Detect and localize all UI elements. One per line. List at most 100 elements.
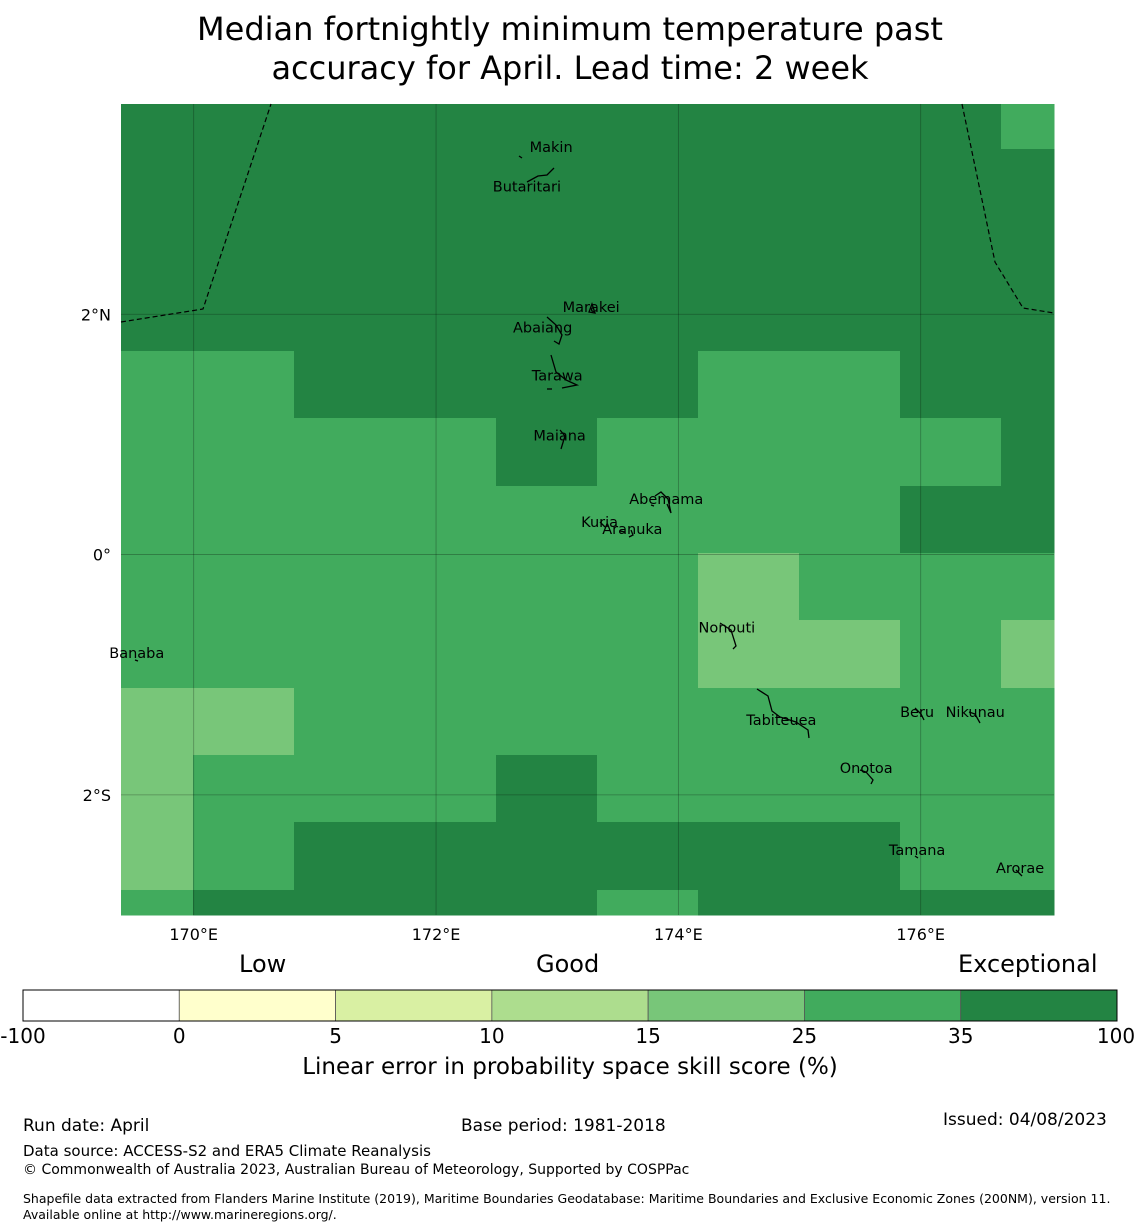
grid-cell <box>121 216 194 284</box>
grid-cell <box>799 486 901 554</box>
grid-cell <box>496 418 598 487</box>
grid-cell <box>496 553 598 621</box>
grid-cell <box>597 755 699 823</box>
grid-cell <box>395 216 497 284</box>
grid-cell <box>496 149 598 217</box>
grid-cell <box>698 351 800 419</box>
grid-cell <box>1001 283 1055 352</box>
makin-island <box>518 155 523 159</box>
place-label-banaba: Banaba <box>109 646 164 662</box>
grid-cell <box>900 890 1002 916</box>
grid-cell <box>799 149 901 217</box>
place-label-makin: Makin <box>530 140 573 156</box>
grid-cell <box>193 283 295 352</box>
abemama-atoll <box>654 491 672 514</box>
graticule <box>121 104 1054 915</box>
lat-tick-label: 2°S <box>83 786 111 805</box>
data-source: Data source: ACCESS-S2 and ERA5 Climate … <box>23 1142 431 1160</box>
place-label-kuria: Kuria <box>581 515 618 531</box>
grid-cell <box>597 553 699 621</box>
grid-cell <box>900 283 1002 352</box>
kuria-island <box>599 521 606 528</box>
axis-labels: 170°E 172°E 174°E 176°E 2°N 0° 2°S <box>81 305 945 944</box>
onotoa-atoll <box>859 769 874 785</box>
grid-cell <box>597 822 699 891</box>
grid-cell <box>294 149 396 217</box>
grid-cell <box>698 822 800 891</box>
grid-cell <box>900 216 1002 284</box>
grid-cell <box>799 104 901 150</box>
place-label-nikunau: Nikunau <box>946 705 1005 721</box>
grid-cell <box>900 418 1002 487</box>
title-line-1: Median fortnightly minimum temperature p… <box>197 10 943 48</box>
grid-cell <box>597 418 699 487</box>
grid-cell <box>294 283 396 352</box>
place-label-butaritari: Butaritari <box>493 180 561 196</box>
grid-cell <box>900 486 1002 554</box>
colorbar-tick-label: 5 <box>329 1024 342 1048</box>
tabiteuea-atoll <box>756 688 810 739</box>
grid-cell <box>294 688 396 756</box>
place-label-abaiang: Abaiang <box>513 320 572 336</box>
grid-cell <box>294 486 396 554</box>
nonouti-atoll <box>719 622 737 650</box>
nikunau-island <box>968 711 981 724</box>
beru-island <box>914 707 925 721</box>
run-date: Run date: April <box>23 1116 150 1136</box>
grid-cell <box>597 688 699 756</box>
grid-cell <box>294 755 396 823</box>
aranuka-atoll <box>619 529 634 538</box>
colorbar-heading-low: Low <box>239 950 287 978</box>
colorbar-heading-good: Good <box>536 950 600 978</box>
grid-cell <box>799 216 901 284</box>
issued-date: Issued: 04/08/2023 <box>943 1110 1107 1130</box>
grid-cell <box>395 553 497 621</box>
grid-cell <box>1001 620 1055 689</box>
marakei-atoll <box>588 302 596 314</box>
place-label-arorae: Arorae <box>996 861 1044 877</box>
place-label-aranuka: Aranuka <box>602 522 662 538</box>
grid-cell <box>900 822 1002 891</box>
grid-cell <box>597 283 699 352</box>
grid-cell <box>900 351 1002 419</box>
grid-cell <box>597 620 699 689</box>
grid-cell <box>496 104 598 150</box>
eez-boundary-west <box>120 103 272 323</box>
grid-cell <box>698 755 800 823</box>
grid-cell <box>294 418 396 487</box>
place-label-beru: Beru <box>900 705 934 721</box>
grid-cell <box>597 890 699 916</box>
grid-cell <box>121 104 194 150</box>
shapefile-credit: Shapefile data extracted from Flanders M… <box>23 1191 1111 1222</box>
colorbar-tick-label: 10 <box>479 1024 505 1048</box>
grid-cell <box>193 216 295 284</box>
place-label-tarawa: Tarawa <box>531 368 583 384</box>
grid-cell <box>121 418 194 487</box>
colorbar-tick-label: 0 <box>172 1024 186 1048</box>
arorae-island <box>1015 869 1023 877</box>
grid-cell <box>121 486 194 554</box>
grid-cell <box>121 890 194 916</box>
abaiang-atoll <box>546 316 563 345</box>
grid-cell <box>496 688 598 756</box>
grid-cell <box>1001 553 1055 621</box>
grid-cell <box>193 418 295 487</box>
grid-cell <box>193 351 295 419</box>
place-label-abemama: Abemama <box>629 492 703 508</box>
grid-cell <box>193 688 295 756</box>
grid-cell <box>395 890 497 916</box>
grid-cell <box>799 553 901 621</box>
grid-cell <box>1001 418 1055 487</box>
colorbar-tick-label: 25 <box>791 1024 818 1048</box>
title-line-2: accuracy for April. Lead time: 2 week <box>271 49 869 87</box>
map-title: Median fortnightly minimum temperature p… <box>0 10 1140 88</box>
grid-cell <box>121 149 194 217</box>
grid-cell <box>698 553 800 621</box>
grid-cell <box>121 553 194 621</box>
place-label-tabiteuea: Tabiteuea <box>745 713 816 729</box>
grid-cell <box>1001 351 1055 419</box>
grid-cell <box>698 418 800 487</box>
grid-cell <box>193 890 295 916</box>
colorbar-segment <box>491 989 649 1022</box>
grid-cell <box>799 822 901 891</box>
